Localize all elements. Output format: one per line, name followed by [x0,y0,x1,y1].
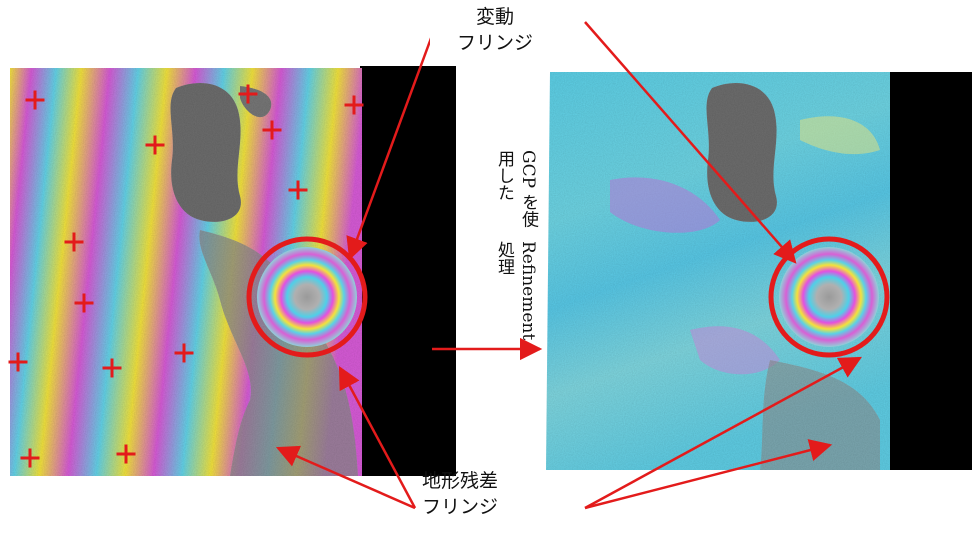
refinement-label-line2: Refinement 処理 [494,240,538,340]
deformation-fringe-label-line2: フリンジ [456,32,533,54]
right-yellow-patch [800,116,880,155]
gcp-marker [238,84,258,104]
annotation-arrows [275,21,862,510]
right-terrain-lake [706,83,777,222]
gcp-marker [145,135,165,155]
gcp-marker [74,293,94,313]
terrain-residual-label-line2: フリンジ [421,496,498,518]
arrow-to-left-deformation [346,21,439,261]
left-interferogram-panel [8,66,456,476]
gcp-marker [116,444,136,464]
gcp-marker [102,358,122,378]
left-deformation-circle [246,236,368,358]
arrow-to-right-residual-b [584,439,833,510]
right-black-mask [888,72,972,470]
gcp-marker [344,95,364,115]
terrain-residual-label-line1: 地形残差 [421,470,498,492]
gcp-marker [262,120,282,140]
left-terrain-lake [170,83,241,222]
arrow-to-right-deformation [584,21,797,264]
deformation-fringe-label: 変動 フリンジ [430,4,560,62]
right-terrain-lower [760,360,880,470]
gcp-marker [288,180,308,200]
terrain-residual-fringe-label: 地形残差 フリンジ [405,468,515,520]
gcp-markers [8,84,364,468]
arrow-to-left-residual-a [338,366,417,509]
right-magenta-patch-a [610,177,720,233]
right-interferogram-panel [546,72,972,470]
left-terrain-lower [199,230,358,476]
gcp-marker [64,232,84,252]
right-deformation-circle [768,236,890,358]
gcp-marker [174,343,194,363]
gcp-marker [8,352,28,372]
right-magenta-patch-b [690,326,780,375]
gcp-marker [25,90,45,110]
deformation-fringe-label-line1: 変動 [475,6,514,28]
gcp-marker [20,448,40,468]
left-black-mask [360,66,456,476]
arrow-to-right-residual-a [584,356,862,510]
arrow-to-left-residual-b [275,445,416,510]
refinement-label-line1: GCP を使用した [494,150,538,228]
refinement-processing-label: GCP を使用した Refinement 処理 [470,150,540,340]
left-deformation-fringe [257,247,357,347]
right-deformation-fringe [779,247,879,347]
